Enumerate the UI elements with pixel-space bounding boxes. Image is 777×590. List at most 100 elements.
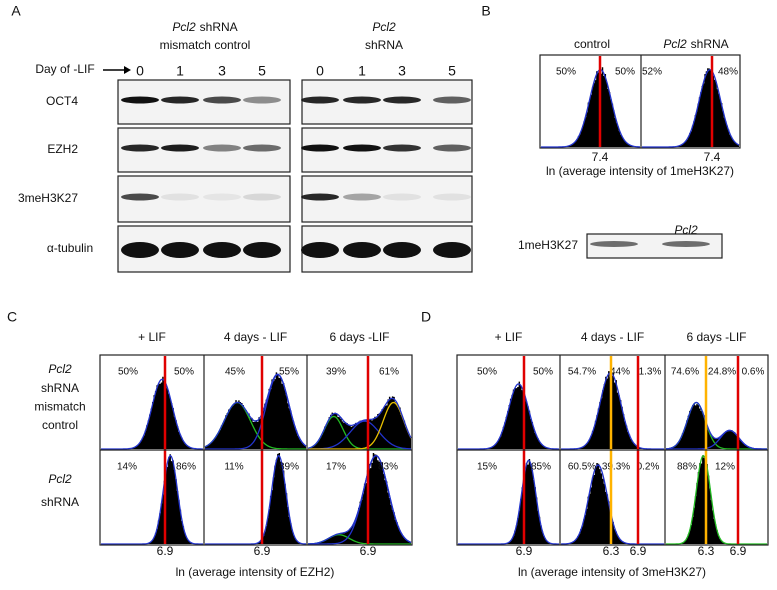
gene-suffix: shRNA bbox=[200, 20, 238, 34]
band bbox=[433, 193, 471, 201]
label: 7.4 bbox=[704, 150, 721, 164]
band bbox=[243, 193, 281, 201]
label: 60.5% bbox=[568, 462, 596, 473]
label: + LIF bbox=[495, 330, 523, 344]
band bbox=[343, 242, 381, 258]
label: D bbox=[421, 309, 431, 325]
histogram bbox=[458, 381, 559, 449]
band bbox=[203, 144, 241, 152]
label: 6 days -LIF bbox=[329, 330, 389, 344]
label: Pcl2 bbox=[48, 362, 72, 376]
label: 3meH3K27 bbox=[18, 191, 78, 205]
label: A bbox=[11, 3, 21, 19]
histogram bbox=[561, 462, 664, 544]
fit-curve bbox=[666, 454, 767, 545]
fit-curve bbox=[560, 464, 664, 545]
label: 11% bbox=[224, 462, 243, 473]
band bbox=[301, 242, 339, 258]
label: mismatch control bbox=[160, 38, 251, 52]
band bbox=[433, 96, 471, 104]
fit-curve bbox=[642, 68, 740, 148]
label: Pcl2 bbox=[372, 20, 396, 34]
band bbox=[161, 144, 199, 152]
histogram bbox=[101, 454, 203, 544]
label: shRNA bbox=[365, 38, 403, 52]
label: 86% bbox=[176, 462, 196, 473]
gene-suffix: control bbox=[574, 37, 610, 51]
label: 6.9 bbox=[254, 544, 271, 558]
label: 6.3 bbox=[603, 544, 620, 558]
histogram bbox=[308, 453, 411, 544]
label: 50% bbox=[118, 367, 138, 378]
gene-label: control bbox=[574, 37, 610, 51]
gene-name: Pcl2 bbox=[663, 37, 687, 51]
label: 54.7% bbox=[568, 367, 596, 378]
band bbox=[343, 144, 381, 152]
label: B bbox=[481, 3, 490, 19]
label: 39% bbox=[326, 367, 346, 378]
label: 89% bbox=[279, 462, 299, 473]
band bbox=[301, 193, 339, 201]
label: 6.9 bbox=[730, 544, 747, 558]
label: 6.9 bbox=[516, 544, 533, 558]
label: 3 bbox=[218, 63, 226, 79]
label: ln (average intensity of 1meH3K27) bbox=[546, 164, 734, 178]
band bbox=[383, 242, 421, 258]
component-fit bbox=[307, 420, 412, 450]
fit-curve bbox=[458, 383, 560, 450]
label: 44% bbox=[610, 367, 630, 378]
band bbox=[301, 96, 339, 104]
label: 1.3% bbox=[639, 367, 662, 378]
band bbox=[301, 144, 339, 152]
gene-suffix: shRNA bbox=[691, 37, 729, 51]
band bbox=[203, 242, 241, 258]
band bbox=[121, 193, 159, 201]
label: 61% bbox=[379, 367, 399, 378]
component-fit bbox=[308, 401, 412, 450]
fit-curve bbox=[541, 68, 641, 148]
band bbox=[203, 193, 241, 201]
band bbox=[161, 96, 199, 104]
label: 5 bbox=[448, 63, 456, 79]
band bbox=[161, 193, 199, 201]
label: 6 days -LIF bbox=[686, 330, 746, 344]
label: 50% bbox=[615, 67, 635, 78]
band bbox=[243, 96, 281, 104]
label: 50% bbox=[533, 367, 553, 378]
fit-curve bbox=[101, 378, 204, 450]
label: 50% bbox=[556, 67, 576, 78]
label: 15% bbox=[477, 462, 497, 473]
label: 88% bbox=[677, 462, 697, 473]
fit-curve bbox=[204, 373, 307, 448]
label: 17% bbox=[326, 462, 346, 473]
label: C bbox=[7, 309, 17, 325]
band bbox=[121, 242, 159, 258]
fit-curve bbox=[458, 459, 560, 545]
label: 50% bbox=[477, 367, 497, 378]
label: OCT4 bbox=[46, 94, 78, 108]
band bbox=[121, 144, 159, 152]
label: 85% bbox=[531, 462, 551, 473]
label: shRNA bbox=[41, 381, 79, 395]
blot bbox=[117, 79, 291, 125]
band bbox=[383, 96, 421, 104]
histogram bbox=[205, 453, 306, 544]
label: 74.6% bbox=[671, 367, 699, 378]
label: 14% bbox=[117, 462, 137, 473]
fit-curve bbox=[665, 401, 768, 450]
label: 4 days - LIF bbox=[581, 330, 644, 344]
label: 45% bbox=[225, 367, 245, 378]
label: 52% bbox=[642, 67, 662, 78]
label: 6.3 bbox=[698, 544, 715, 558]
label: EZH2 bbox=[47, 142, 78, 156]
band bbox=[590, 241, 638, 247]
band bbox=[433, 242, 471, 258]
histogram bbox=[101, 376, 203, 449]
band bbox=[343, 96, 381, 104]
label: Pcl2 bbox=[48, 472, 72, 486]
band bbox=[343, 193, 381, 201]
band bbox=[243, 144, 281, 152]
label: 50% bbox=[174, 367, 194, 378]
label: 0.2% bbox=[637, 462, 660, 473]
label: 6.9 bbox=[630, 544, 647, 558]
